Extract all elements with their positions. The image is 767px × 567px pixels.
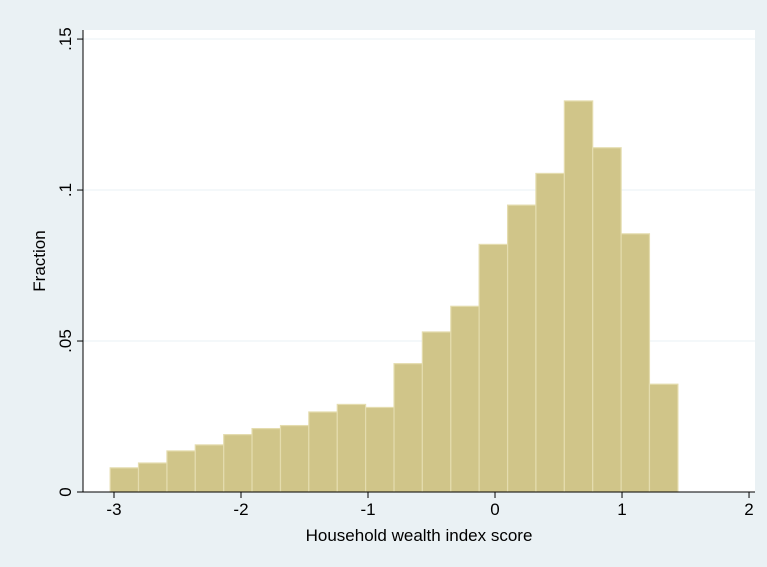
bar xyxy=(535,172,565,493)
bar xyxy=(166,450,196,493)
bar xyxy=(336,403,367,493)
bar xyxy=(648,383,679,493)
bar xyxy=(592,147,622,493)
x-tick-label: 2 xyxy=(744,500,753,519)
bar xyxy=(364,406,395,493)
y-tick-label: .1 xyxy=(56,183,75,197)
bar xyxy=(308,411,338,493)
x-axis-title: Household wealth index score xyxy=(306,526,533,545)
bar xyxy=(563,100,594,493)
bar xyxy=(194,444,225,493)
bar xyxy=(137,462,168,493)
bar xyxy=(450,305,480,493)
x-tick-label: -2 xyxy=(233,500,248,519)
x-tick-label: -1 xyxy=(360,500,375,519)
x-tick-label: -3 xyxy=(106,500,121,519)
y-axis-title: Fraction xyxy=(30,230,49,291)
bar xyxy=(393,363,423,493)
bar xyxy=(279,424,310,493)
bar xyxy=(506,204,537,493)
bar xyxy=(478,243,509,493)
x-tick-label: 0 xyxy=(490,500,499,519)
y-tick-label: .05 xyxy=(56,329,75,353)
bar xyxy=(223,434,253,493)
bar xyxy=(421,331,452,493)
x-tick-label: 1 xyxy=(617,500,626,519)
bar xyxy=(620,233,651,493)
bar xyxy=(109,467,140,493)
bar xyxy=(251,427,282,493)
y-tick-label: .15 xyxy=(56,27,75,51)
y-tick-label: 0 xyxy=(56,487,75,496)
